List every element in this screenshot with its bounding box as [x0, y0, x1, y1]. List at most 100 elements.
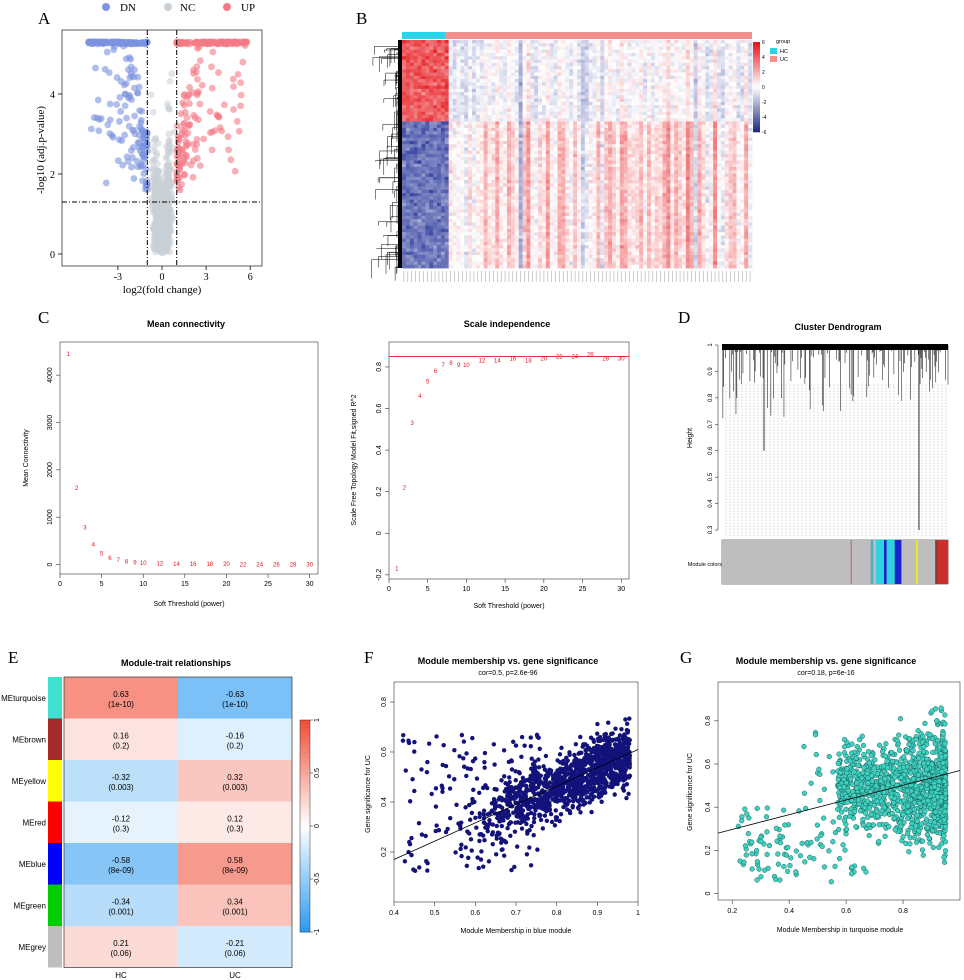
heatmap-cell: [526, 46, 531, 51]
heatmap-cell: [569, 49, 574, 54]
heatmap-cell: [522, 140, 527, 145]
heatmap-cell: [518, 62, 523, 67]
heatmap-cell: [619, 118, 625, 122]
heatmap-cell: [608, 75, 613, 80]
heatmap-cell: [507, 43, 512, 47]
heatmap-cell: [592, 59, 597, 64]
heatmap-cell: [709, 111, 714, 116]
heatmap-cell: [518, 121, 523, 126]
heatmap-cell: [479, 46, 485, 51]
heatmap-cell: [580, 140, 586, 145]
heatmap-cell: [713, 79, 718, 83]
heatmap-cell: [693, 118, 698, 122]
nc-point: [164, 100, 171, 108]
heatmap-cell: [417, 124, 422, 129]
heatmap-cell: [487, 49, 492, 54]
heatmap-cell: [444, 75, 450, 80]
heatmap-cell: [421, 124, 426, 129]
heatmap-cell: [472, 95, 477, 100]
heatmap-cell: [623, 66, 628, 70]
heatmap-cell: [553, 140, 558, 145]
heatmap-cell: [635, 92, 640, 96]
heatmap-cell: [475, 124, 481, 129]
heatmap-cell: [717, 92, 722, 96]
heatmap-cell: [736, 137, 741, 142]
heatmap-cell: [615, 101, 621, 106]
heatmap-cell: [720, 92, 726, 96]
heatmap-cell: [557, 66, 562, 70]
heatmap-cell: [475, 72, 481, 77]
heatmap-cell: [596, 40, 601, 44]
heatmap-cell: [584, 105, 590, 109]
heatmap-cells: [402, 40, 753, 269]
heatmap-cell: [460, 88, 465, 93]
heatmap-cell: [522, 75, 527, 80]
heatmap-cell: [608, 101, 613, 106]
heatmap-cell: [514, 140, 520, 145]
heatmap-cell: [600, 108, 605, 113]
heatmap-cell: [623, 95, 628, 100]
heatmap-cell: [639, 49, 644, 54]
heatmap-cell: [713, 62, 718, 67]
heatmap-cell: [468, 62, 473, 67]
heatmap-cell: [615, 127, 621, 132]
heatmap-cell: [569, 95, 574, 100]
heatmap-cell: [538, 131, 543, 135]
heatmap-cell: [674, 85, 679, 90]
heatmap-cell: [577, 105, 582, 109]
heatmap-cell: [538, 72, 543, 77]
heatmap-cell: [674, 46, 679, 51]
heatmap-cell: [514, 69, 520, 73]
heatmap-cell: [499, 40, 504, 44]
heatmap-cell: [689, 85, 695, 90]
heatmap-cell: [429, 127, 434, 132]
heatmap-cell: [732, 127, 737, 132]
heatmap-cell: [437, 121, 442, 126]
heatmap-cell: [580, 111, 586, 116]
heatmap-cell: [717, 40, 722, 44]
heatmap-cell: [685, 59, 691, 64]
heatmap-cell: [647, 82, 652, 86]
heatmap-cell: [565, 49, 570, 54]
heatmap-cell: [709, 134, 714, 139]
heatmap-cell: [526, 127, 531, 132]
heatmap-cell: [584, 46, 590, 51]
heatmap-cell: [666, 79, 671, 83]
heatmap-cell: [608, 137, 613, 142]
heatmap-cell: [565, 53, 570, 57]
heatmap-cell: [561, 79, 566, 83]
heatmap-cell: [429, 95, 434, 100]
heatmap-cell: [510, 53, 516, 57]
heatmap-cell: [608, 124, 613, 129]
heatmap-cell: [549, 98, 555, 103]
heatmap-cell: [514, 82, 520, 86]
heatmap-cell: [631, 43, 636, 47]
heatmap-cell: [530, 137, 535, 142]
heatmap-cell: [437, 56, 442, 60]
heatmap-cell: [623, 43, 628, 47]
up-point: [206, 108, 214, 115]
heatmap-cell: [709, 137, 714, 142]
heatmap-cell: [553, 56, 558, 60]
heatmap-cell: [487, 79, 492, 83]
heatmap-cell: [697, 111, 702, 116]
heatmap-cell: [421, 127, 426, 132]
heatmap-cell: [608, 118, 613, 122]
heatmap-cell: [413, 121, 418, 126]
heatmap-cell: [596, 108, 601, 113]
heatmap-cell: [577, 75, 582, 80]
heatmap-cell: [685, 108, 691, 113]
dn-point: [106, 130, 114, 138]
heatmap-cell: [526, 69, 531, 73]
heatmap-cell: [604, 56, 609, 60]
heatmap-cell: [503, 59, 508, 64]
heatmap-cell: [553, 43, 558, 47]
panel-letter-a: A: [38, 9, 51, 28]
heatmap-cell: [464, 75, 469, 80]
heatmap-cell: [678, 66, 683, 70]
heatmap-cell: [429, 131, 434, 135]
heatmap-cell: [538, 49, 543, 54]
heatmap-cell: [448, 69, 453, 73]
heatmap-cell: [444, 49, 450, 54]
heatmap-cell: [678, 59, 683, 64]
